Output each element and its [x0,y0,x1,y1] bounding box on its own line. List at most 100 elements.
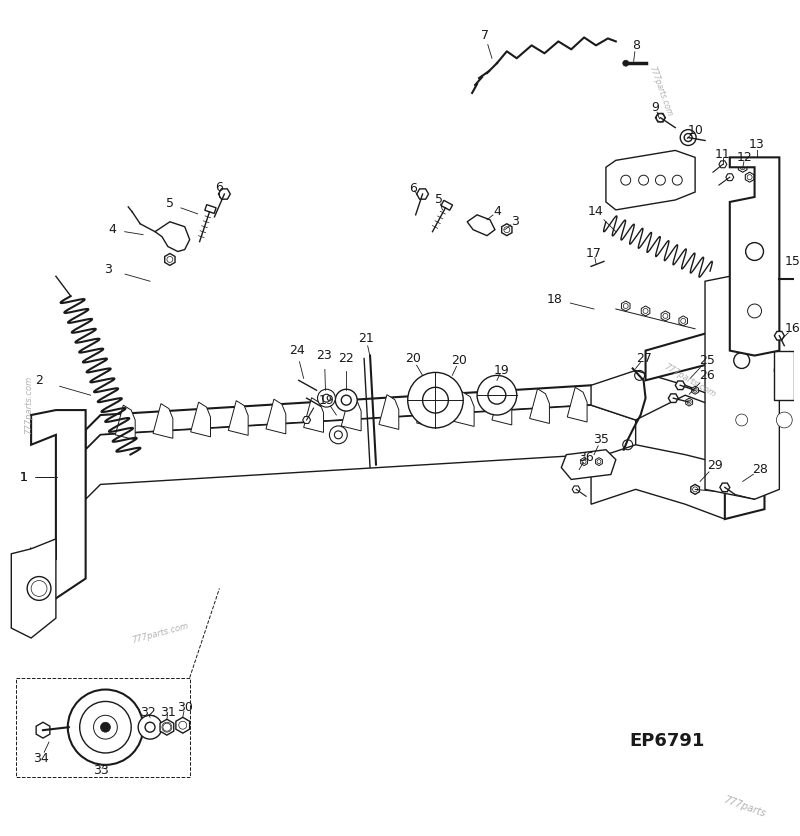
Text: 33: 33 [93,764,108,777]
Text: 28: 28 [753,463,769,476]
Circle shape [774,360,794,380]
Text: 36: 36 [578,451,594,464]
Polygon shape [417,393,437,428]
Polygon shape [11,539,56,638]
Polygon shape [646,331,765,519]
Text: 777parts.com: 777parts.com [662,362,718,399]
Circle shape [684,134,692,141]
Polygon shape [302,416,310,423]
Polygon shape [591,370,725,519]
Text: 19: 19 [494,364,510,377]
Circle shape [138,716,162,739]
Circle shape [335,390,357,411]
Text: 31: 31 [160,706,176,719]
Circle shape [334,431,342,439]
Polygon shape [228,400,248,436]
Circle shape [322,395,330,402]
Circle shape [680,130,696,145]
Text: 35: 35 [593,433,609,446]
Polygon shape [190,402,210,437]
Text: 19: 19 [318,394,334,406]
Circle shape [657,114,664,122]
Polygon shape [692,386,698,395]
Polygon shape [115,405,135,440]
Circle shape [488,386,506,404]
Polygon shape [622,301,630,311]
Text: 1: 1 [19,471,27,484]
Polygon shape [342,396,361,431]
Polygon shape [719,161,727,168]
Text: 24: 24 [289,344,305,357]
Polygon shape [705,272,779,499]
Polygon shape [86,405,636,499]
Text: 32: 32 [140,706,156,719]
Polygon shape [581,457,587,466]
Circle shape [621,176,630,185]
Circle shape [638,176,649,185]
Polygon shape [774,331,784,340]
Polygon shape [218,189,230,199]
Polygon shape [746,172,754,182]
Polygon shape [153,404,173,438]
Text: 777parts.com: 777parts.com [130,621,190,645]
Polygon shape [572,486,580,492]
Text: 30: 30 [177,701,193,714]
Polygon shape [675,381,686,390]
Polygon shape [205,205,216,213]
Polygon shape [454,392,474,426]
Text: 7: 7 [481,29,489,42]
Text: 1: 1 [19,471,27,484]
Polygon shape [720,483,730,492]
Polygon shape [730,157,779,355]
Circle shape [776,412,792,428]
Text: 14: 14 [588,206,604,218]
Text: 11: 11 [715,148,730,161]
Polygon shape [606,150,695,210]
Polygon shape [155,222,190,252]
Text: 20: 20 [405,352,421,365]
Polygon shape [655,114,666,122]
Polygon shape [492,390,512,425]
Polygon shape [668,394,678,402]
Polygon shape [679,316,687,326]
Polygon shape [562,450,616,479]
Polygon shape [595,457,602,466]
Polygon shape [86,385,636,450]
Polygon shape [567,387,587,422]
Text: 5: 5 [166,197,174,211]
Circle shape [672,176,682,185]
Polygon shape [686,398,693,406]
Circle shape [477,375,517,415]
Text: 777parts: 777parts [722,794,767,818]
Text: 21: 21 [358,332,374,345]
Text: EP6791: EP6791 [630,732,705,750]
Circle shape [408,372,463,428]
Text: 13: 13 [749,138,765,151]
Polygon shape [441,201,453,211]
Circle shape [145,722,155,732]
Text: 6: 6 [215,181,223,194]
Text: 3: 3 [105,263,112,276]
Polygon shape [502,224,512,236]
Polygon shape [379,395,398,430]
Polygon shape [661,311,670,321]
Circle shape [422,387,448,413]
Text: 10: 10 [687,124,703,137]
Polygon shape [165,253,175,265]
Polygon shape [417,189,429,199]
Polygon shape [530,389,550,424]
Polygon shape [31,410,86,599]
Text: 2: 2 [35,374,43,387]
Polygon shape [266,399,286,434]
Circle shape [68,690,143,765]
Polygon shape [738,162,747,172]
Polygon shape [160,719,174,735]
Polygon shape [642,306,650,316]
Text: 6: 6 [409,181,417,195]
Text: 8: 8 [632,38,640,52]
Text: 17: 17 [586,247,602,260]
Text: 22: 22 [338,352,354,365]
Polygon shape [726,174,734,181]
Text: 26: 26 [699,369,715,382]
Text: 27: 27 [636,352,651,365]
